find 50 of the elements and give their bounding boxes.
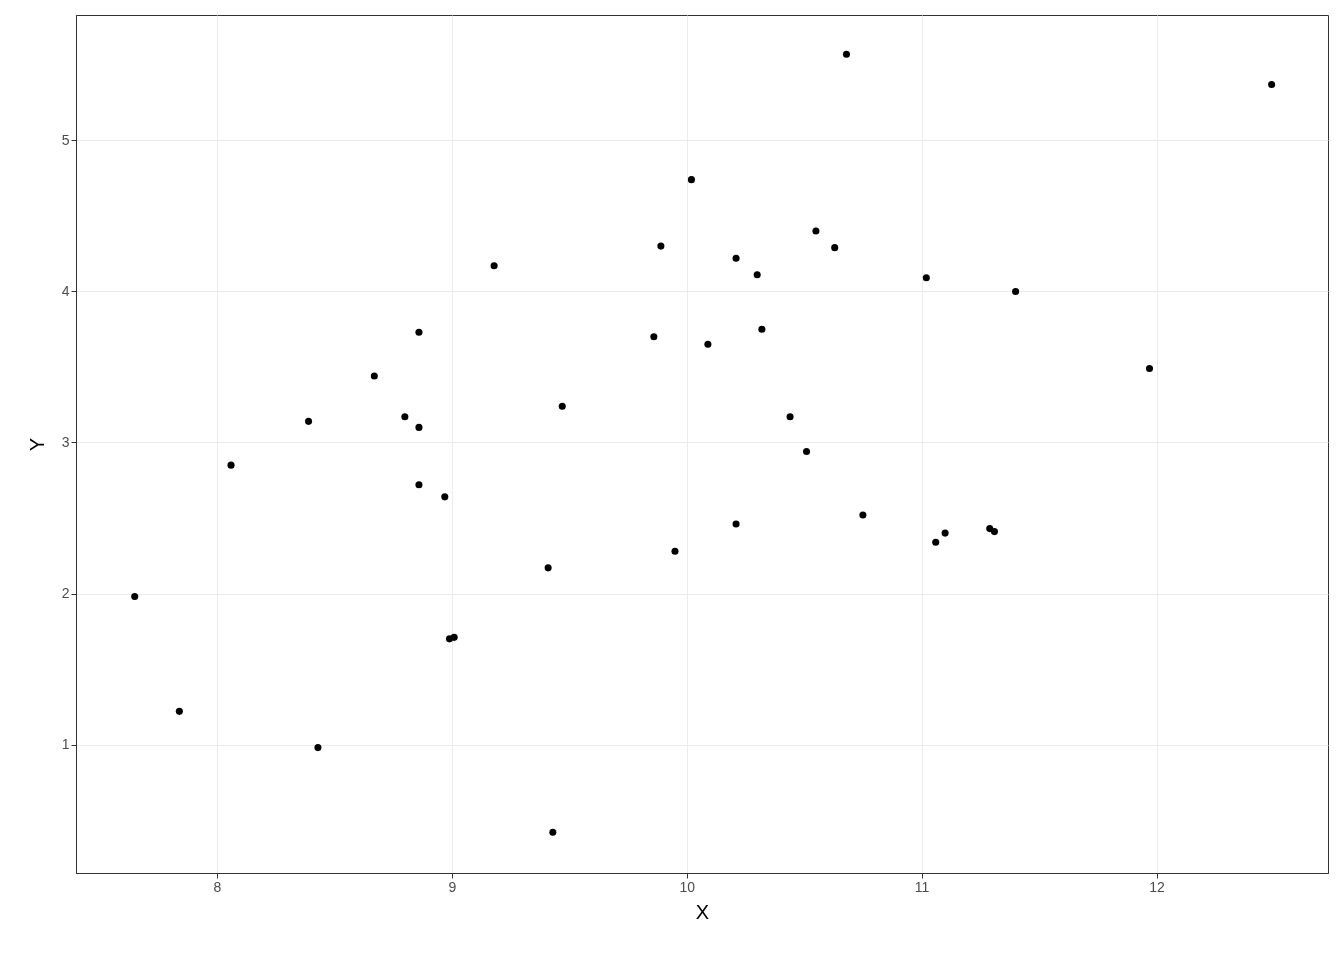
point [786,413,794,421]
point [990,528,998,536]
point [441,493,449,501]
point [314,744,322,752]
y-tick-label: 2 [61,585,70,602]
point [687,176,695,184]
point [732,520,740,528]
y-axis-title: Y [25,437,48,452]
x-tick-label: 8 [213,878,222,895]
point [753,271,761,279]
point [175,707,183,715]
point [802,448,811,456]
y-tick-label: 1 [61,736,70,753]
point [704,340,712,348]
point [1012,287,1020,295]
point [549,828,557,836]
point [370,372,378,380]
point [544,564,552,572]
point [415,328,423,336]
point [401,413,409,421]
x-tick-label: 10 [679,878,696,895]
point [842,50,850,58]
point [450,633,458,641]
point [932,538,940,546]
point [650,333,658,341]
point [1268,80,1276,89]
x-axis-title: X [695,900,710,923]
point [558,402,566,410]
x-tick-label: 12 [1149,878,1166,895]
point [415,423,423,431]
point [305,417,313,425]
point [812,227,820,235]
y-tick-label: 5 [61,131,70,148]
point [1145,364,1154,372]
point [758,325,766,333]
point [671,547,679,555]
x-tick-label: 9 [448,878,457,895]
point [922,274,930,282]
point [657,242,665,250]
point [732,254,740,262]
point [859,511,867,519]
y-tick-label: 3 [61,433,70,450]
point [227,461,235,469]
point [490,262,498,270]
point [941,529,949,537]
x-tick-label: 11 [914,878,930,895]
point [131,593,139,601]
point [831,244,839,252]
y-tick-label: 4 [61,282,70,299]
point [415,481,423,489]
